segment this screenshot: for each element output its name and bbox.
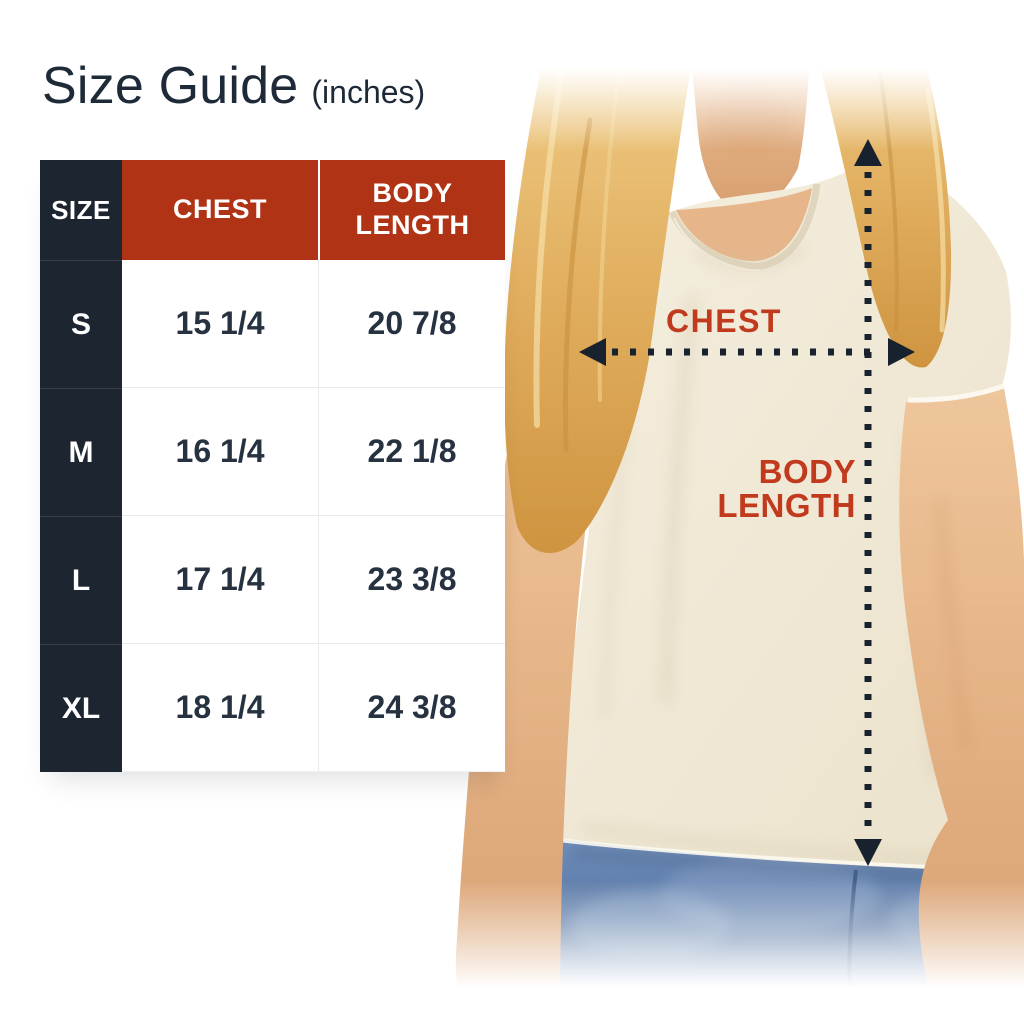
row-s-body-length: 20 7/8 [318,260,505,388]
row-xl-chest: 18 1/4 [122,644,318,772]
page-title-unit: (inches) [311,74,426,110]
chest-measure-label: CHEST [666,303,782,339]
header-body-length: BODY LENGTH [318,160,505,260]
row-l-body-length: 23 3/8 [318,516,505,644]
page-title-text: Size Guide [42,57,299,115]
right-arm [899,388,1024,1020]
body-length-arrow [854,139,882,866]
row-l-chest: 17 1/4 [122,516,318,644]
row-s-size: S [40,260,122,388]
bottom-fade [430,880,1024,1024]
row-m-size: M [40,388,122,516]
neck [687,0,812,214]
jeans [556,838,1024,1001]
row-l-size: L [40,516,122,644]
row-s-chest: 15 1/4 [122,260,318,388]
size-table: SIZE CHEST BODY LENGTH S 15 1/4 20 7/8 M… [40,160,505,772]
header-size: SIZE [40,160,122,260]
chest-arrow [579,338,915,366]
row-xl-size: XL [40,644,122,772]
row-m-chest: 16 1/4 [122,388,318,516]
header-chest: CHEST [122,160,318,260]
row-m-body-length: 22 1/8 [318,388,505,516]
page-title: Size Guide (inches) [42,56,425,116]
body-length-measure-label: BODY LENGTH [717,453,856,525]
top-fade [430,0,1024,150]
row-xl-body-length: 24 3/8 [318,644,505,772]
